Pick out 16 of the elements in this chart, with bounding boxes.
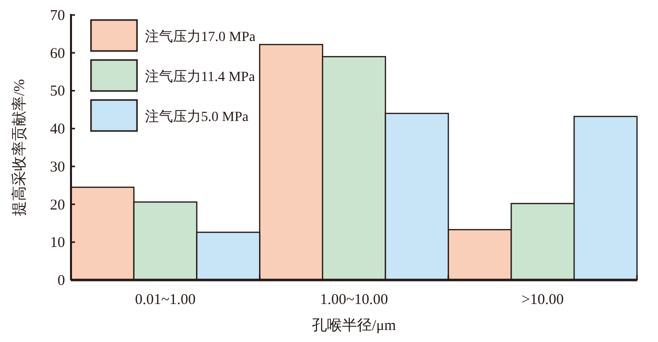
x-tick-label: 0.01~1.00	[135, 292, 196, 308]
y-tick-label: 50	[50, 84, 65, 100]
legend-label: 注气压力11.4 MPa	[145, 69, 256, 85]
y-tick-label: 30	[50, 159, 65, 176]
x-tick-label: 1.00~10.00	[320, 292, 388, 308]
x-tick-label: >10.00	[522, 292, 564, 308]
legend-label: 注气压力5.0 MPa	[145, 109, 250, 125]
y-tick-label: 70	[50, 8, 65, 24]
y-tick-label: 0	[58, 273, 65, 289]
y-tick-label: 10	[50, 235, 65, 252]
legend-label: 注气压力17.0 MPa	[145, 29, 256, 45]
x-axis-title: 孔喉半径/μm	[312, 317, 396, 334]
y-tick-label: 40	[50, 122, 65, 138]
y-tick-label: 60	[50, 46, 65, 62]
y-axis-title: 提高采收率贡献率/%	[11, 79, 28, 216]
y-tick-label: 20	[50, 197, 65, 214]
